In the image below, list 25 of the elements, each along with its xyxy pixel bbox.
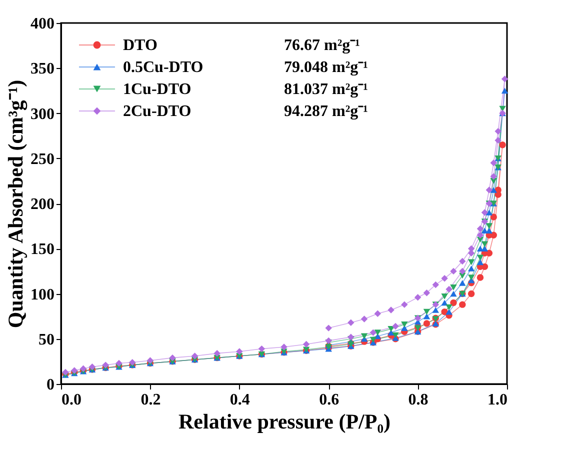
x-tick-label: 0.8	[408, 392, 428, 408]
y-tick-label: 150	[30, 241, 54, 258]
x-tick-label: 0.4	[230, 392, 250, 408]
x-axis-title: Relative pressure (P/P₀)	[178, 410, 390, 434]
annotation: 81.037 m²g⁻¹	[284, 81, 368, 98]
y-tick-label: 250	[30, 150, 54, 168]
legend-label: 0.5Cu-DTO	[123, 59, 204, 76]
annotation: 76.67 m²g⁻¹	[284, 37, 360, 54]
legend-label: 1Cu-DTO	[123, 81, 192, 98]
y-tick-label: 50	[38, 331, 54, 348]
x-tick-label: 1.0	[488, 392, 508, 408]
y-tick-label: 400	[30, 16, 54, 32]
y-tick-label: 200	[30, 196, 54, 213]
x-tick-label: 0.6	[319, 392, 340, 408]
y-tick-label: 300	[30, 106, 54, 123]
annotation: 94.287 m²g⁻¹	[284, 103, 368, 120]
y-tick-label: 0	[46, 376, 54, 394]
annotation: 79.048 m²g⁻¹	[284, 59, 368, 76]
y-tick-label: 350	[30, 60, 54, 78]
legend-label: 2Cu-DTO	[123, 103, 192, 120]
x-tick-label: 0.0	[62, 392, 82, 408]
legend-label: DTO	[123, 37, 158, 54]
y-tick-label: 100	[30, 286, 54, 304]
x-tick-label: 0.2	[140, 392, 161, 408]
y-axis-title: Quantity Absorbed (cm³g⁻¹)	[4, 80, 28, 328]
